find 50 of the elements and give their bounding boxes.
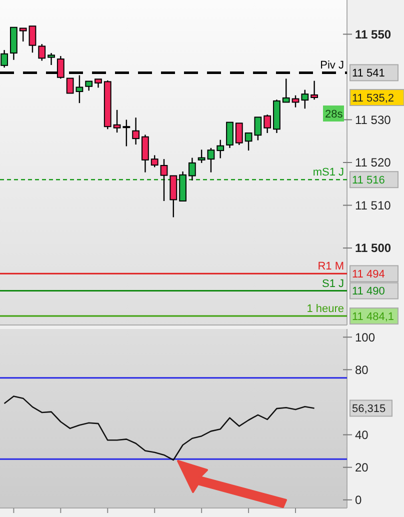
candlestick bbox=[19, 28, 27, 42]
text: 28s bbox=[325, 108, 344, 120]
candlestick bbox=[188, 157, 196, 182]
candlestick bbox=[85, 80, 93, 92]
candlestick bbox=[226, 122, 234, 149]
y-tick-label: 11 500 bbox=[355, 241, 392, 256]
candlestick bbox=[264, 114, 272, 134]
candlestick bbox=[301, 89, 309, 110]
candlestick bbox=[38, 43, 46, 62]
ref-line-label: Piv J bbox=[320, 60, 344, 72]
candlestick bbox=[132, 117, 140, 146]
candlestick bbox=[282, 78, 290, 103]
candlestick bbox=[113, 109, 121, 134]
text: 11 484,1 bbox=[352, 310, 394, 323]
y-tick-label: 40 bbox=[355, 428, 369, 442]
candlestick bbox=[28, 25, 36, 54]
text: 56,315 bbox=[352, 403, 386, 416]
y-tick-label: 80 bbox=[355, 362, 369, 377]
ref-line-label: S1 J bbox=[322, 278, 344, 290]
y-tick-label: 11 530 bbox=[355, 112, 392, 127]
candlestick bbox=[244, 132, 252, 152]
text: 11 535,2 bbox=[352, 92, 394, 104]
y-tick-label: 11 520 bbox=[355, 156, 392, 170]
candlestick bbox=[207, 147, 215, 173]
y-tick-label: 20 bbox=[355, 460, 369, 475]
y-tick-label: 0 bbox=[355, 493, 362, 508]
candlestick bbox=[216, 139, 224, 159]
candlestick bbox=[254, 116, 262, 141]
candlestick bbox=[235, 122, 243, 146]
y-tick-label: 11 550 bbox=[355, 27, 392, 42]
text: 11 494 bbox=[352, 268, 385, 281]
candlestick bbox=[122, 119, 130, 147]
candlestick bbox=[48, 52, 55, 66]
candlestick bbox=[310, 80, 318, 100]
y-tick-label: 100 bbox=[355, 330, 376, 344]
candlestick bbox=[150, 154, 158, 168]
candlestick bbox=[170, 175, 178, 218]
ref-line-label: 1 heure bbox=[306, 303, 344, 316]
text: 11 541 bbox=[352, 68, 385, 80]
candlestick bbox=[66, 78, 74, 94]
candlestick bbox=[198, 149, 206, 164]
text: 11 490 bbox=[352, 286, 385, 298]
ref-line-label: mS1 J bbox=[312, 166, 344, 179]
candlestick bbox=[142, 134, 149, 173]
candlestick bbox=[0, 49, 8, 68]
ref-line-label: R1 M bbox=[318, 260, 344, 273]
y-tick-label: 11 510 bbox=[355, 198, 392, 212]
candlestick bbox=[160, 158, 168, 202]
text: 11 516 bbox=[352, 174, 385, 186]
line-series bbox=[4, 396, 315, 461]
